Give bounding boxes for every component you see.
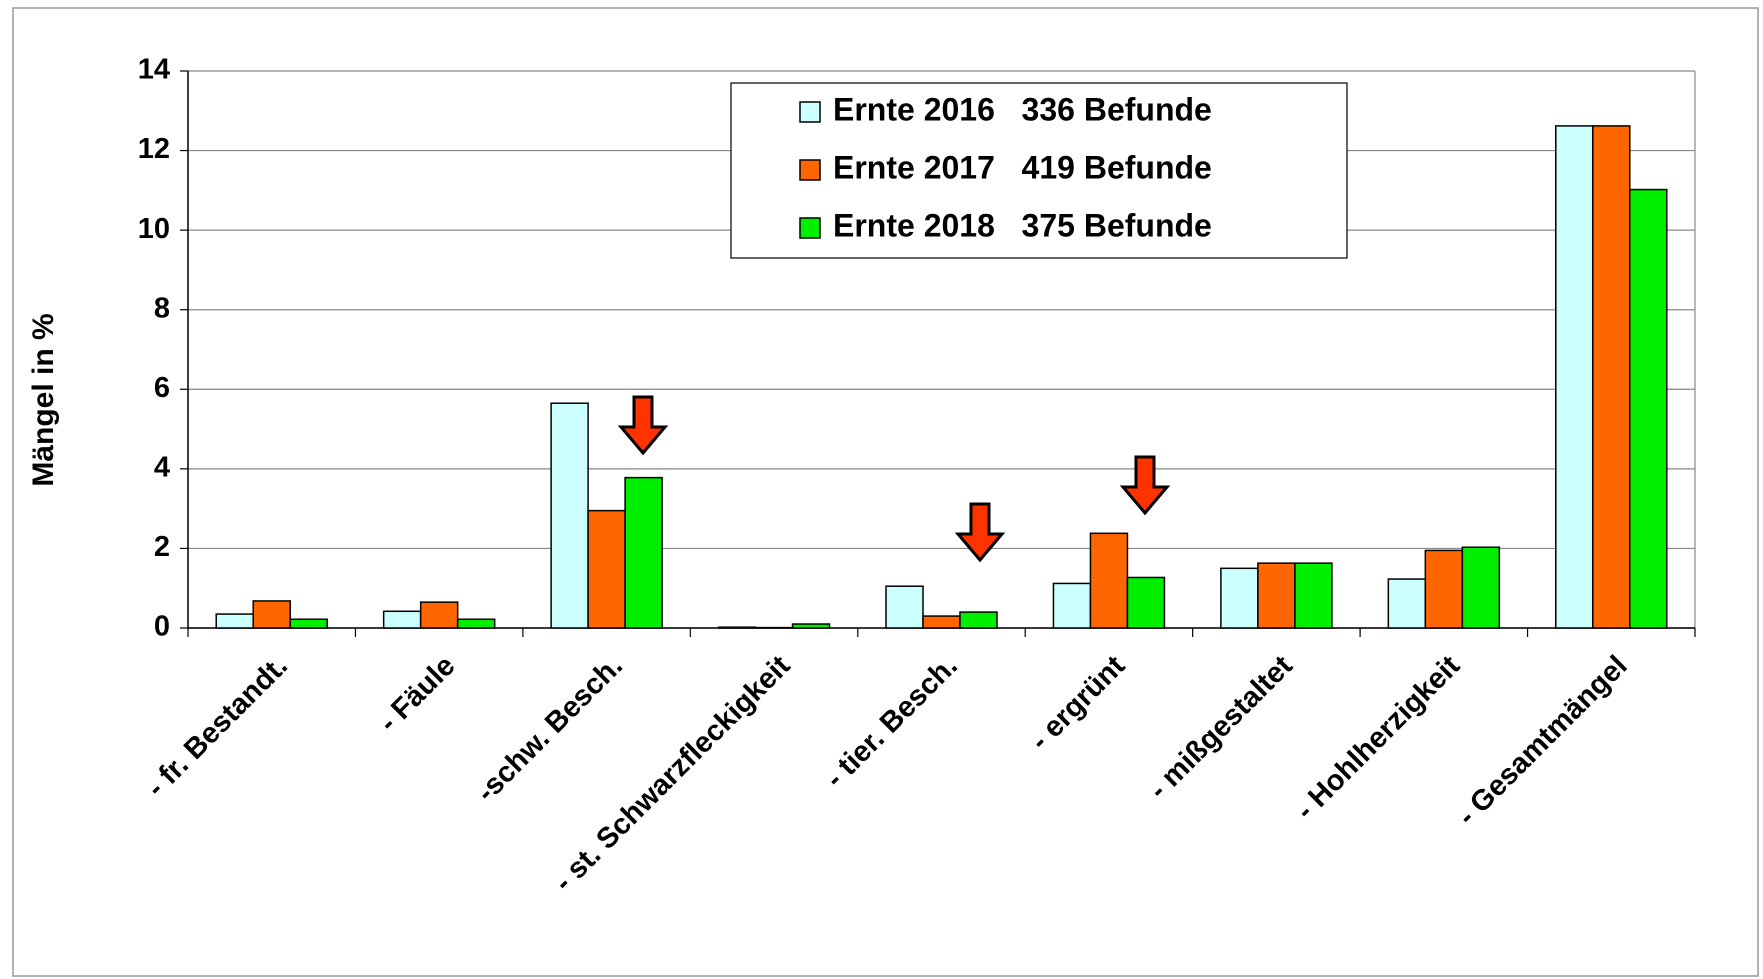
bar: [1592, 125, 1631, 629]
bar: [1424, 549, 1464, 629]
legend-swatch: [799, 159, 821, 181]
x-tick-label: - mißgestaltet: [1143, 649, 1299, 805]
arrow: [617, 395, 669, 456]
bar: [885, 585, 924, 629]
x-tick-label: - tier. Besch.: [819, 650, 964, 795]
bar: [1052, 582, 1092, 629]
x-tick-label: - ergrünt: [1024, 649, 1131, 756]
bar: [1220, 567, 1259, 629]
bar: [959, 611, 998, 629]
bar: [1387, 578, 1427, 629]
bar: [1126, 576, 1166, 629]
x-tick-label: - Hohlherzigkeit: [1290, 649, 1467, 826]
y-tick-label: 4: [154, 452, 170, 484]
x-tick-label: -schw. Besch.: [470, 650, 629, 809]
legend-label: Ernte 2016 336 Befunde: [833, 91, 1212, 127]
legend-swatch: [799, 217, 821, 239]
bar: [791, 623, 831, 629]
legend: Ernte 2016 336 Befunde Ernte 2017 419 Bef…: [730, 82, 1348, 259]
y-tick-label: 2: [154, 531, 170, 563]
legend-label: Ernte 2017 419 Befunde: [833, 149, 1212, 185]
x-tick-label: - Fäule: [373, 650, 462, 739]
y-axis-title: Mängel in %: [27, 313, 60, 486]
y-tick-label: 0: [154, 611, 170, 643]
y-tick-label: 8: [154, 292, 170, 324]
bar: [1629, 188, 1668, 629]
bar: [1555, 125, 1594, 629]
x-tick-label: - fr. Bestandt.: [140, 650, 294, 804]
arrow: [1119, 455, 1171, 516]
y-tick-label: 12: [138, 133, 170, 165]
x-tick-label: - Gesamtmängel: [1451, 650, 1633, 832]
bar: [456, 618, 496, 629]
bar: [289, 618, 328, 629]
bar: [624, 476, 663, 629]
bar: [252, 600, 291, 629]
legend-swatch: [799, 101, 821, 123]
bar: [550, 402, 589, 629]
bar: [215, 613, 254, 629]
bar: [1294, 562, 1333, 629]
chart-frame: [12, 7, 1759, 977]
bar: [717, 626, 757, 629]
bar: [1257, 562, 1296, 629]
annotation-arrows: [617, 395, 1171, 563]
bar: [419, 601, 459, 629]
arrow: [954, 502, 1006, 563]
bar: [382, 610, 422, 629]
y-tick-label: 14: [138, 54, 170, 86]
legend-box: [730, 82, 1348, 259]
bar: [1089, 532, 1129, 629]
y-tick-label: 10: [138, 213, 170, 245]
bar: [922, 615, 961, 629]
bar: [587, 509, 626, 629]
y-tick-label: 6: [154, 372, 170, 404]
legend-label: Ernte 2018 375 Befunde: [833, 207, 1212, 243]
bar: [1461, 546, 1501, 629]
